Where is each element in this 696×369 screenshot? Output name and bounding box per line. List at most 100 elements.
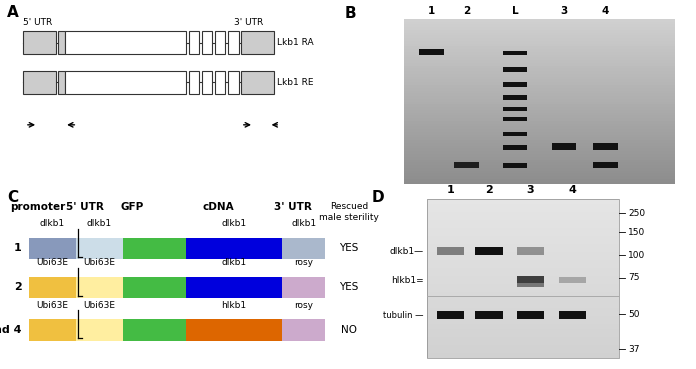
Bar [427,233,619,236]
Bar [404,52,675,55]
Bar [427,270,619,273]
Bar [503,163,528,168]
Bar [427,342,619,345]
Bar [404,173,675,176]
Bar [404,49,675,52]
Bar [475,248,503,255]
Bar [427,201,619,204]
Bar [228,31,239,54]
Bar [404,44,675,46]
Bar [427,345,619,348]
Text: 150: 150 [628,228,645,237]
Bar [419,49,444,55]
Bar [427,255,619,257]
Text: rosy: rosy [294,300,313,310]
Bar [404,88,675,90]
Bar [404,93,675,96]
Text: Ubi63E: Ubi63E [84,258,116,267]
Bar [404,110,675,113]
Bar [427,257,619,260]
Bar [404,124,675,127]
Bar [427,316,619,318]
Bar [427,268,619,270]
Bar [427,326,619,329]
Bar [427,220,619,223]
Bar [404,71,675,74]
Text: 5' UTR: 5' UTR [24,18,53,27]
Bar [404,96,675,99]
Bar [503,95,528,100]
Text: hlkb1=: hlkb1= [390,276,423,285]
Bar [517,248,544,255]
Bar [427,324,619,326]
Text: dlkb1: dlkb1 [87,219,112,228]
Bar [404,113,675,115]
Text: dlkb1—: dlkb1— [389,247,423,256]
Bar [427,212,619,215]
Bar [214,31,226,54]
Bar [404,176,675,179]
Bar [427,225,619,228]
Bar [503,132,528,136]
Bar [282,277,326,298]
Bar [437,248,464,255]
Bar [475,311,503,319]
Bar [427,334,619,337]
Text: 3' UTR: 3' UTR [274,202,312,213]
Bar [503,67,528,72]
Bar [427,300,619,303]
Bar [282,319,326,341]
Text: 2: 2 [485,185,493,195]
Bar [427,263,619,265]
Bar [427,356,619,358]
Text: tubulin —: tubulin — [383,311,423,320]
Bar [454,162,479,168]
Bar [404,101,675,104]
Bar [427,321,619,324]
Bar [189,31,199,54]
Bar [65,70,187,94]
Bar [404,74,675,77]
Bar [404,121,675,124]
Text: YES: YES [339,244,358,254]
Text: Ubi63E: Ubi63E [36,258,68,267]
Bar [427,239,619,241]
Text: 3: 3 [560,6,567,16]
Text: Lkb1 RA: Lkb1 RA [277,38,313,47]
Bar [404,137,675,140]
Bar [404,129,675,132]
Bar [551,143,576,149]
Text: A: A [7,6,19,21]
Bar [404,165,675,168]
Text: 37: 37 [628,345,640,354]
Bar [29,238,76,259]
Bar [241,31,274,54]
Bar [76,238,122,259]
Bar [427,236,619,239]
Bar [404,35,675,38]
Bar [427,284,619,286]
Bar [427,199,619,358]
Text: 4: 4 [602,6,609,16]
Bar [503,107,528,111]
Bar [404,79,675,82]
Bar [427,310,619,313]
Bar [427,318,619,321]
Bar [24,70,56,94]
Bar [427,276,619,279]
Bar [427,244,619,246]
Bar [517,276,544,283]
Bar [437,311,464,319]
Bar [427,207,619,210]
Bar [404,58,675,60]
Text: 4: 4 [568,185,576,195]
Text: 2: 2 [463,6,470,16]
Bar [427,215,619,217]
Bar [503,145,528,149]
Bar [186,238,282,259]
Text: promoter: promoter [10,202,65,213]
Bar [503,82,528,87]
Bar [189,70,199,94]
Bar [503,117,528,121]
Bar [404,41,675,44]
